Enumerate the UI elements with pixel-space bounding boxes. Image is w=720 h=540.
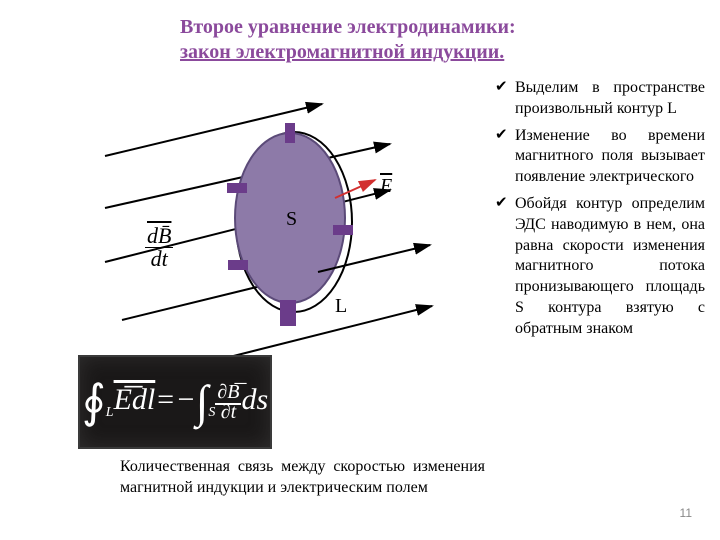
caption-text: Количественная связь между скоростью изм… [120, 457, 485, 499]
formula-integral-image: ∮LE͞dl=−∫S∂B͞∂tds [78, 355, 272, 449]
oint-symbol: ∮ [82, 384, 106, 421]
ds-text: ds [241, 383, 268, 416]
oint-sub: L [106, 405, 114, 420]
title-line2: закон электромагнитной индукции. [180, 40, 600, 65]
bullet-item: Выделим в пространстве произвольный конт… [495, 78, 705, 120]
bullet-item: Изменение во времени магнитного поля выз… [495, 126, 705, 188]
edl-text: E͞dl [114, 383, 156, 416]
int-sub: S [208, 405, 215, 420]
label-e: E [380, 175, 392, 198]
title-line1: Второе уравнение электродинамики: [180, 15, 600, 40]
int-symbol: ∫ [196, 384, 209, 421]
formula-dbdt: dB̄ dt [145, 225, 173, 270]
field-diagram [80, 85, 470, 375]
label-s: S [286, 208, 297, 231]
bullet-list: Выделим в пространстве произвольный конт… [495, 78, 705, 346]
formula-dbdt-den: dt [145, 248, 173, 270]
frac-den: ∂t [219, 401, 238, 423]
slide-title: Второе уравнение электродинамики: закон … [180, 15, 600, 65]
label-l: L [335, 295, 347, 318]
page-number: 11 [680, 506, 692, 520]
eq-text: =− [155, 383, 196, 416]
formula-dbdt-num: dB̄ [147, 223, 171, 248]
bullet-item: Обойдя контур определим ЭДС наводимую в … [495, 194, 705, 340]
